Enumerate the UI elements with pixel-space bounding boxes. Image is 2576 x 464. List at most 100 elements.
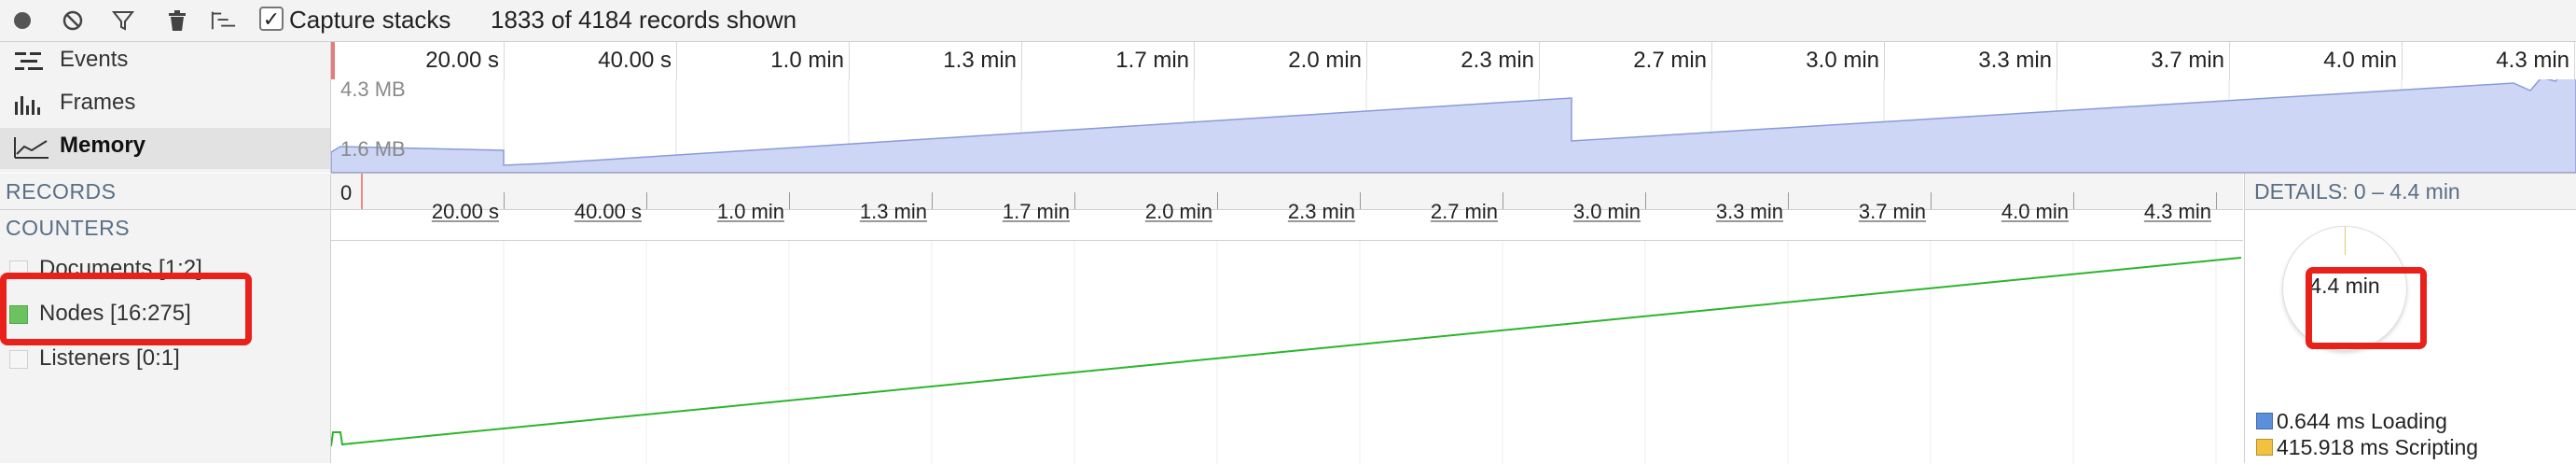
ruler-tick-label: 20.00 s bbox=[425, 48, 499, 73]
trash-icon[interactable] bbox=[164, 7, 190, 34]
ruler-tick-label: 40.00 s bbox=[598, 48, 672, 73]
ruler-tick: 2.3 min bbox=[1288, 192, 1361, 223]
timeline-toolbar: ✓ Capture stacks 1833 of 4184 records sh… bbox=[0, 0, 2576, 42]
counter-label: Documents [1:2] bbox=[39, 256, 202, 281]
flame-chart-icon[interactable] bbox=[211, 7, 237, 34]
legend-text: 0.644 ms Loading bbox=[2277, 409, 2447, 433]
overview-item-frames[interactable]: Frames bbox=[0, 85, 330, 126]
ruler-tick: 3.7 min bbox=[1859, 192, 1932, 223]
ruler-tick-label: 3.7 min bbox=[1858, 200, 1926, 223]
ruler-tick: 1.7 min bbox=[1115, 42, 1195, 79]
counter-nodes[interactable]: Nodes [16:275] bbox=[0, 294, 330, 335]
ruler-tick: 4.3 min bbox=[2496, 42, 2575, 79]
ruler-tick: 20.00 s bbox=[425, 42, 505, 79]
details-total-time: 4.4 min bbox=[2309, 274, 2380, 298]
ruler-tick: 20.00 s bbox=[432, 192, 505, 223]
legend-swatch bbox=[2256, 413, 2273, 429]
overview-item-label: Events bbox=[60, 47, 129, 72]
ruler-tick-label: 20.00 s bbox=[431, 200, 499, 223]
ruler-tick: 1.7 min bbox=[1003, 192, 1075, 223]
ruler-tick-label: 2.3 min bbox=[1287, 200, 1355, 223]
ruler-tick-label: 1.0 min bbox=[716, 200, 784, 223]
frames-icon bbox=[13, 92, 50, 119]
counters-sidebar: COUNTERS Documents [1:2] Nodes [16:275] … bbox=[0, 210, 331, 463]
ruler-zero-label: 0 bbox=[340, 181, 353, 204]
pie-slice-scripting bbox=[2345, 227, 2346, 255]
ruler-tick: 2.0 min bbox=[1145, 192, 1218, 223]
records-label: RECORDS bbox=[6, 179, 117, 204]
overview-item-memory[interactable]: Memory bbox=[0, 128, 330, 169]
ruler-tick: 1.0 min bbox=[770, 42, 850, 79]
ruler-tick-label: 1.7 min bbox=[1002, 200, 1070, 223]
events-icon bbox=[13, 49, 50, 76]
ruler-tick: 4.0 min bbox=[2323, 42, 2403, 79]
ruler-tick: 1.3 min bbox=[860, 192, 933, 223]
ruler-tick-label: 1.3 min bbox=[859, 200, 927, 223]
ruler-tick: 3.7 min bbox=[2151, 42, 2230, 79]
ruler-tick-label: 3.3 min bbox=[1978, 48, 2052, 73]
details-legend-item: 0.644 ms Loading bbox=[2256, 409, 2447, 434]
details-pie-chart: 4.4 min bbox=[2282, 226, 2407, 351]
overview-time-ruler[interactable]: 20.00 s 40.00 s 1.0 min 1.3 min 1.7 min … bbox=[331, 42, 2576, 79]
counter-label: Listeners [0:1] bbox=[39, 345, 180, 371]
legend-swatch bbox=[2256, 439, 2273, 456]
ruler-tick: 4.0 min bbox=[2001, 192, 2074, 223]
ruler-tick-label: 4.3 min bbox=[2496, 48, 2569, 73]
ruler-tick-label: 3.0 min bbox=[1572, 200, 1641, 223]
overview-item-label: Memory bbox=[60, 133, 146, 158]
ruler-tick-label: 2.0 min bbox=[1288, 48, 1362, 73]
overview-item-label: Frames bbox=[60, 90, 136, 115]
details-title: DETAILS: 0 – 4.4 min bbox=[2254, 179, 2460, 204]
clear-icon[interactable] bbox=[60, 7, 86, 34]
ruler-tick: 2.3 min bbox=[1461, 42, 1540, 79]
record-icon[interactable] bbox=[9, 7, 35, 34]
ruler-tick: 4.3 min bbox=[2144, 192, 2217, 223]
ruler-tick: 3.3 min bbox=[1716, 192, 1789, 223]
counters-graph[interactable] bbox=[331, 240, 2243, 464]
records-shown-count: 1833 of 4184 records shown bbox=[491, 6, 797, 34]
ruler-tick-label: 3.7 min bbox=[2151, 48, 2224, 73]
memory-area bbox=[331, 79, 2576, 173]
counter-documents[interactable]: Documents [1:2] bbox=[0, 249, 330, 290]
ruler-tick-label: 1.0 min bbox=[770, 48, 844, 73]
counter-swatch[interactable] bbox=[9, 260, 28, 279]
nodes-counter-svg bbox=[331, 241, 2242, 464]
details-panel: DETAILS: 0 – 4.4 min 4.4 min 0.644 ms Lo… bbox=[2244, 174, 2576, 463]
ruler-tick: 1.3 min bbox=[943, 42, 1022, 79]
legend-text: 415.918 ms Scripting bbox=[2277, 435, 2479, 459]
nodes-counter-line bbox=[331, 257, 2242, 447]
counter-label: Nodes [16:275] bbox=[39, 301, 191, 326]
memory-min-label: 1.6 MB bbox=[340, 137, 406, 161]
ruler-tick-label: 3.0 min bbox=[1806, 48, 1879, 73]
overview-item-events[interactable]: Events bbox=[0, 42, 330, 83]
ruler-tick: 3.0 min bbox=[1573, 192, 1646, 223]
ruler-tick-label: 2.7 min bbox=[1430, 200, 1498, 223]
records-header: RECORDS bbox=[0, 174, 331, 210]
ruler-tick-label: 4.0 min bbox=[2001, 200, 2069, 223]
memory-icon bbox=[13, 135, 50, 162]
counters-title: COUNTERS bbox=[6, 216, 131, 240]
capture-stacks-label[interactable]: Capture stacks bbox=[289, 6, 451, 34]
ruler-tick-label: 40.00 s bbox=[574, 200, 642, 223]
overview-sidebar: Events Frames Memory bbox=[0, 42, 331, 173]
records-cursor-line bbox=[361, 174, 363, 209]
memory-overview-graph[interactable]: 4.3 MB 1.6 MB bbox=[331, 42, 2576, 174]
ruler-tick-label: 3.3 min bbox=[1715, 200, 1783, 223]
ruler-tick: 40.00 s bbox=[575, 192, 647, 223]
ruler-tick-label: 1.3 min bbox=[943, 48, 1017, 73]
ruler-tick-label: 4.3 min bbox=[2143, 200, 2211, 223]
counter-swatch[interactable] bbox=[9, 305, 28, 324]
ruler-tick: 40.00 s bbox=[598, 42, 677, 79]
ruler-tick: 1.0 min bbox=[717, 192, 790, 223]
ruler-tick-label: 4.0 min bbox=[2323, 48, 2397, 73]
ruler-tick-label: 2.0 min bbox=[1144, 200, 1212, 223]
counter-swatch[interactable] bbox=[9, 350, 28, 369]
ruler-tick: 3.0 min bbox=[1806, 42, 1885, 79]
ruler-tick: 2.0 min bbox=[1288, 42, 1367, 79]
ruler-tick: 2.7 min bbox=[1633, 42, 1712, 79]
capture-stacks-checkbox[interactable]: ✓ bbox=[259, 7, 284, 31]
selection-left-handle[interactable] bbox=[331, 42, 335, 79]
filter-icon[interactable] bbox=[110, 7, 136, 34]
memory-max-label: 4.3 MB bbox=[340, 77, 406, 101]
counter-listeners[interactable]: Listeners [0:1] bbox=[0, 339, 330, 380]
